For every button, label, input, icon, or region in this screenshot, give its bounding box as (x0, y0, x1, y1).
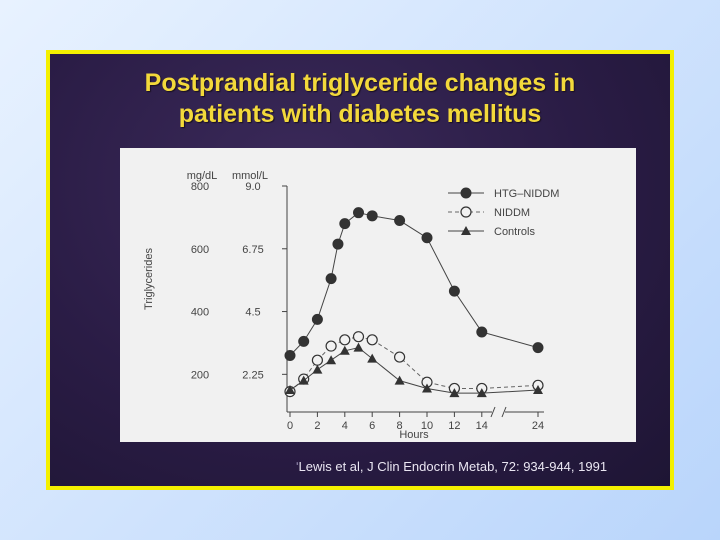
data-point (325, 340, 337, 352)
slide-title: Postprandial triglyceride changes in pat… (50, 68, 670, 130)
data-point (285, 385, 295, 395)
data-point (339, 334, 351, 346)
data-point (476, 388, 487, 398)
data-point (325, 273, 337, 285)
y-axis-title: Triglycerides (143, 248, 155, 310)
y-tick-label-mgdl: 800 (191, 181, 209, 193)
y-tick-label-mmol: 6.75 (242, 244, 263, 256)
y-unit-left: mg/dL (187, 170, 218, 182)
x-tick-label: 8 (397, 420, 403, 432)
data-point (366, 210, 378, 222)
data-point (449, 388, 460, 398)
citation: ʹLewis et al, J Clin Endocrin Metab, 72:… (296, 459, 607, 474)
legend-label: Controls (494, 226, 535, 238)
axis-break-mark (490, 406, 496, 418)
y-tick-label-mmol: 4.5 (245, 307, 260, 319)
legend-marker (460, 206, 472, 218)
legend-label: NIDDM (494, 207, 530, 219)
x-tick-label: 10 (421, 420, 433, 432)
citation-prefix: ʹ (296, 459, 299, 474)
data-point (366, 334, 378, 346)
data-point (394, 215, 406, 227)
data-point (298, 375, 309, 385)
data-point (532, 342, 544, 354)
data-point (394, 375, 405, 385)
data-point (339, 218, 351, 230)
x-tick-label: 24 (532, 420, 544, 432)
data-point (448, 285, 460, 297)
data-point (353, 207, 364, 219)
x-tick-label: 2 (314, 420, 320, 432)
data-point (394, 351, 406, 363)
x-tick-label: 6 (369, 420, 375, 432)
legend-marker (460, 187, 472, 199)
x-tick-label: 0 (287, 420, 293, 432)
y-tick-label-mmol: 2.25 (242, 369, 263, 381)
x-tick-label: 4 (342, 420, 348, 432)
slide: Postprandial triglyceride changes in pat… (46, 50, 674, 490)
data-point (312, 364, 323, 374)
y-unit-right: mmol/L (232, 170, 268, 182)
data-point (339, 345, 350, 355)
data-point (367, 353, 378, 363)
y-tick-label-mgdl: 600 (191, 244, 209, 256)
data-point (476, 326, 488, 338)
citation-text: Lewis et al, J Clin Endocrin Metab, 72: … (298, 459, 608, 474)
data-point (284, 350, 296, 361)
line-chart: mg/dL mmol/L 800 9.0 600 6.75 400 4.5 200 2.25 Tri… (143, 170, 559, 441)
slide-title-line-1: Postprandial triglyceride changes in (144, 69, 576, 97)
data-point (353, 342, 364, 352)
legend-label: HTG–NIDDM (494, 188, 559, 200)
legend-marker (461, 226, 471, 235)
y-tick-label-mgdl: 200 (191, 369, 209, 381)
data-point (298, 335, 310, 347)
data-point (332, 238, 344, 250)
slide-title-line-2: patients with diabetes mellitus (178, 100, 542, 128)
chart-panel: mg/dL mmol/L 800 9.0 600 6.75 400 4.5 200 2.25 Tri… (120, 148, 636, 442)
data-point (352, 331, 365, 343)
x-tick-label: 14 (476, 420, 488, 432)
x-axis-title: Hours (399, 429, 429, 441)
y-tick-label-mmol: 9.0 (245, 181, 260, 193)
data-point (311, 313, 323, 325)
axis-break-mark (501, 406, 507, 418)
y-tick-label-mgdl: 400 (191, 307, 209, 319)
x-tick-label: 12 (448, 420, 460, 432)
data-point (422, 383, 432, 393)
data-point (421, 232, 433, 244)
data-point (326, 355, 337, 365)
data-point (311, 354, 323, 366)
data-point (533, 385, 543, 395)
